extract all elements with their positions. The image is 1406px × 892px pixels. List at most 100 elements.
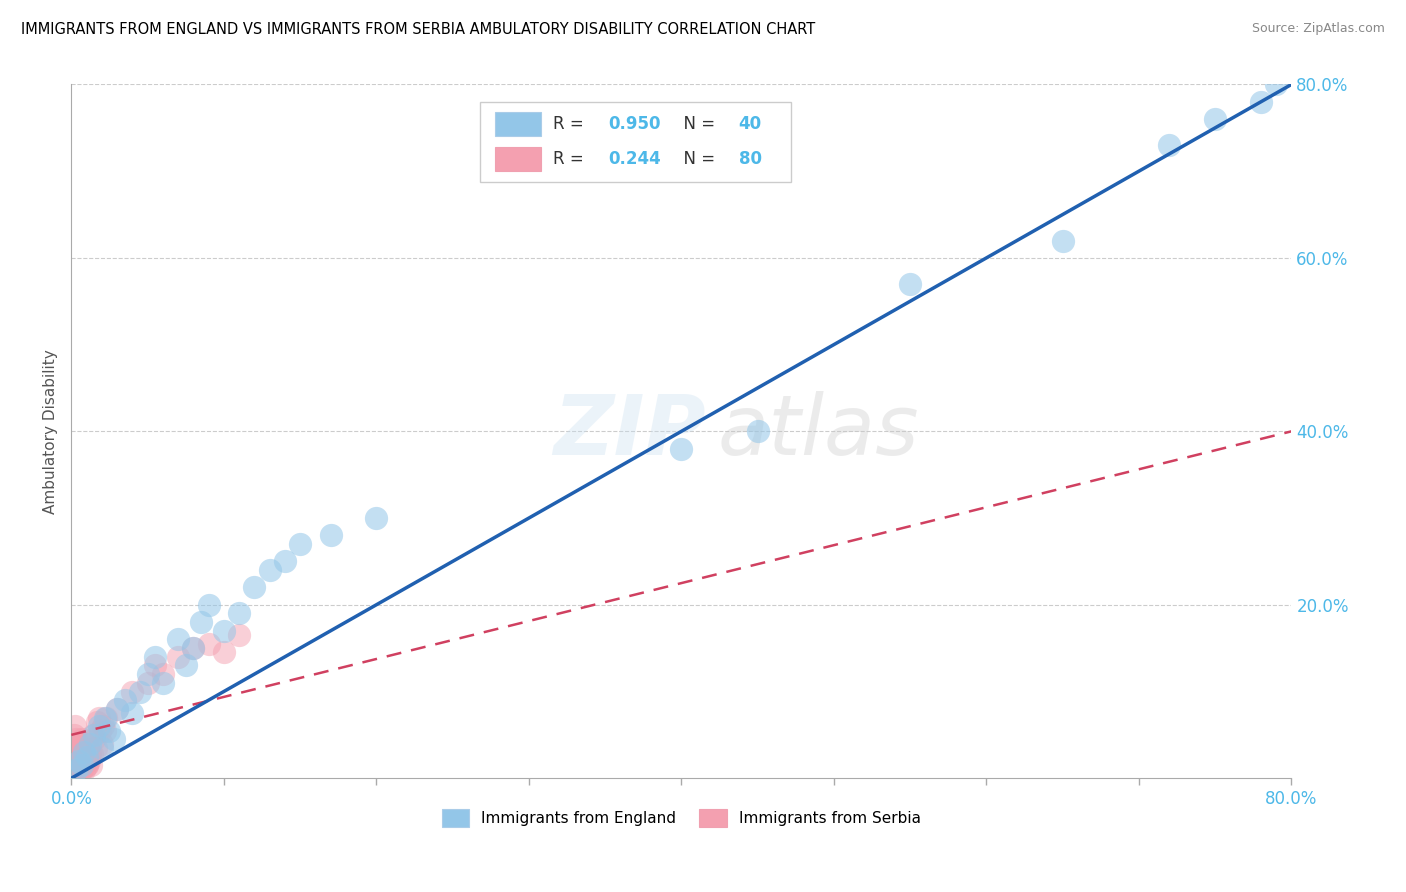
Point [259,563,281,577]
Point [79,737,101,751]
Text: 0.950: 0.950 [609,115,661,133]
Point [1250,95,1272,109]
Point [129,684,152,698]
Point [62,740,84,755]
Point [70,763,93,777]
Point [77,754,100,768]
Point [288,537,311,551]
Point [90,740,112,755]
Point [80,747,103,761]
Point [66,754,89,768]
Point [98,723,121,738]
Point [73,745,96,759]
Point [114,693,136,707]
Point [1265,78,1288,92]
Point [70,763,93,777]
Point [67,745,90,759]
Legend: Immigrants from England, Immigrants from Serbia: Immigrants from England, Immigrants from… [436,803,927,833]
Point [69,740,91,755]
Point [105,702,128,716]
Point [67,754,90,768]
Point [67,764,90,779]
Point [62,764,84,779]
Point [136,676,159,690]
Point [183,641,205,656]
Point [67,740,90,755]
Point [66,749,89,764]
Text: N =: N = [673,150,720,168]
Point [76,758,98,772]
Point [94,710,117,724]
Point [63,758,86,772]
Point [67,749,90,764]
Point [72,758,94,772]
Point [90,737,112,751]
Point [121,684,143,698]
Point [76,749,98,764]
Point [79,745,101,759]
Point [72,740,94,755]
Point [63,749,86,764]
Point [87,719,110,733]
Point [65,763,87,777]
Point [1052,234,1074,248]
FancyBboxPatch shape [479,102,792,182]
Point [83,728,105,742]
Point [60,767,83,781]
Point [62,767,84,781]
Point [898,277,921,291]
Point [174,658,197,673]
Point [67,756,90,770]
Point [73,745,96,759]
Bar [495,112,541,136]
Point [152,676,174,690]
Point [65,732,87,747]
Point [228,607,250,621]
Point [75,749,97,764]
Point [62,728,84,742]
Point [63,719,86,733]
Point [69,758,91,772]
Point [82,728,104,742]
Point [167,632,190,647]
Text: R =: R = [554,150,589,168]
Point [80,758,103,772]
Point [105,702,128,716]
Bar [495,147,541,171]
Point [65,749,87,764]
Point [70,758,93,772]
Point [197,637,219,651]
Point [319,528,342,542]
Text: atlas: atlas [718,391,920,472]
Point [671,442,693,456]
Point [62,758,84,772]
Point [366,511,388,525]
Point [70,747,93,761]
Point [121,706,143,721]
Point [62,763,84,777]
Point [143,649,166,664]
Point [72,754,94,768]
Point [76,758,98,772]
Point [72,745,94,759]
Point [76,737,98,751]
Point [89,723,111,738]
Point [1204,112,1226,127]
Point [243,581,266,595]
Text: R =: R = [554,115,589,133]
Point [73,756,96,770]
Point [75,754,97,768]
Text: IMMIGRANTS FROM ENGLAND VS IMMIGRANTS FROM SERBIA AMBULATORY DISABILITY CORRELAT: IMMIGRANTS FROM ENGLAND VS IMMIGRANTS FR… [21,22,815,37]
Y-axis label: Ambulatory Disability: Ambulatory Disability [44,349,58,514]
Point [69,752,91,766]
Point [136,667,159,681]
Point [96,710,118,724]
Text: N =: N = [673,115,720,133]
Point [93,719,115,733]
Point [1159,138,1181,153]
Text: 80: 80 [738,150,762,168]
Text: 40: 40 [738,115,762,133]
Point [747,425,769,439]
Point [183,641,205,656]
Point [63,756,86,770]
